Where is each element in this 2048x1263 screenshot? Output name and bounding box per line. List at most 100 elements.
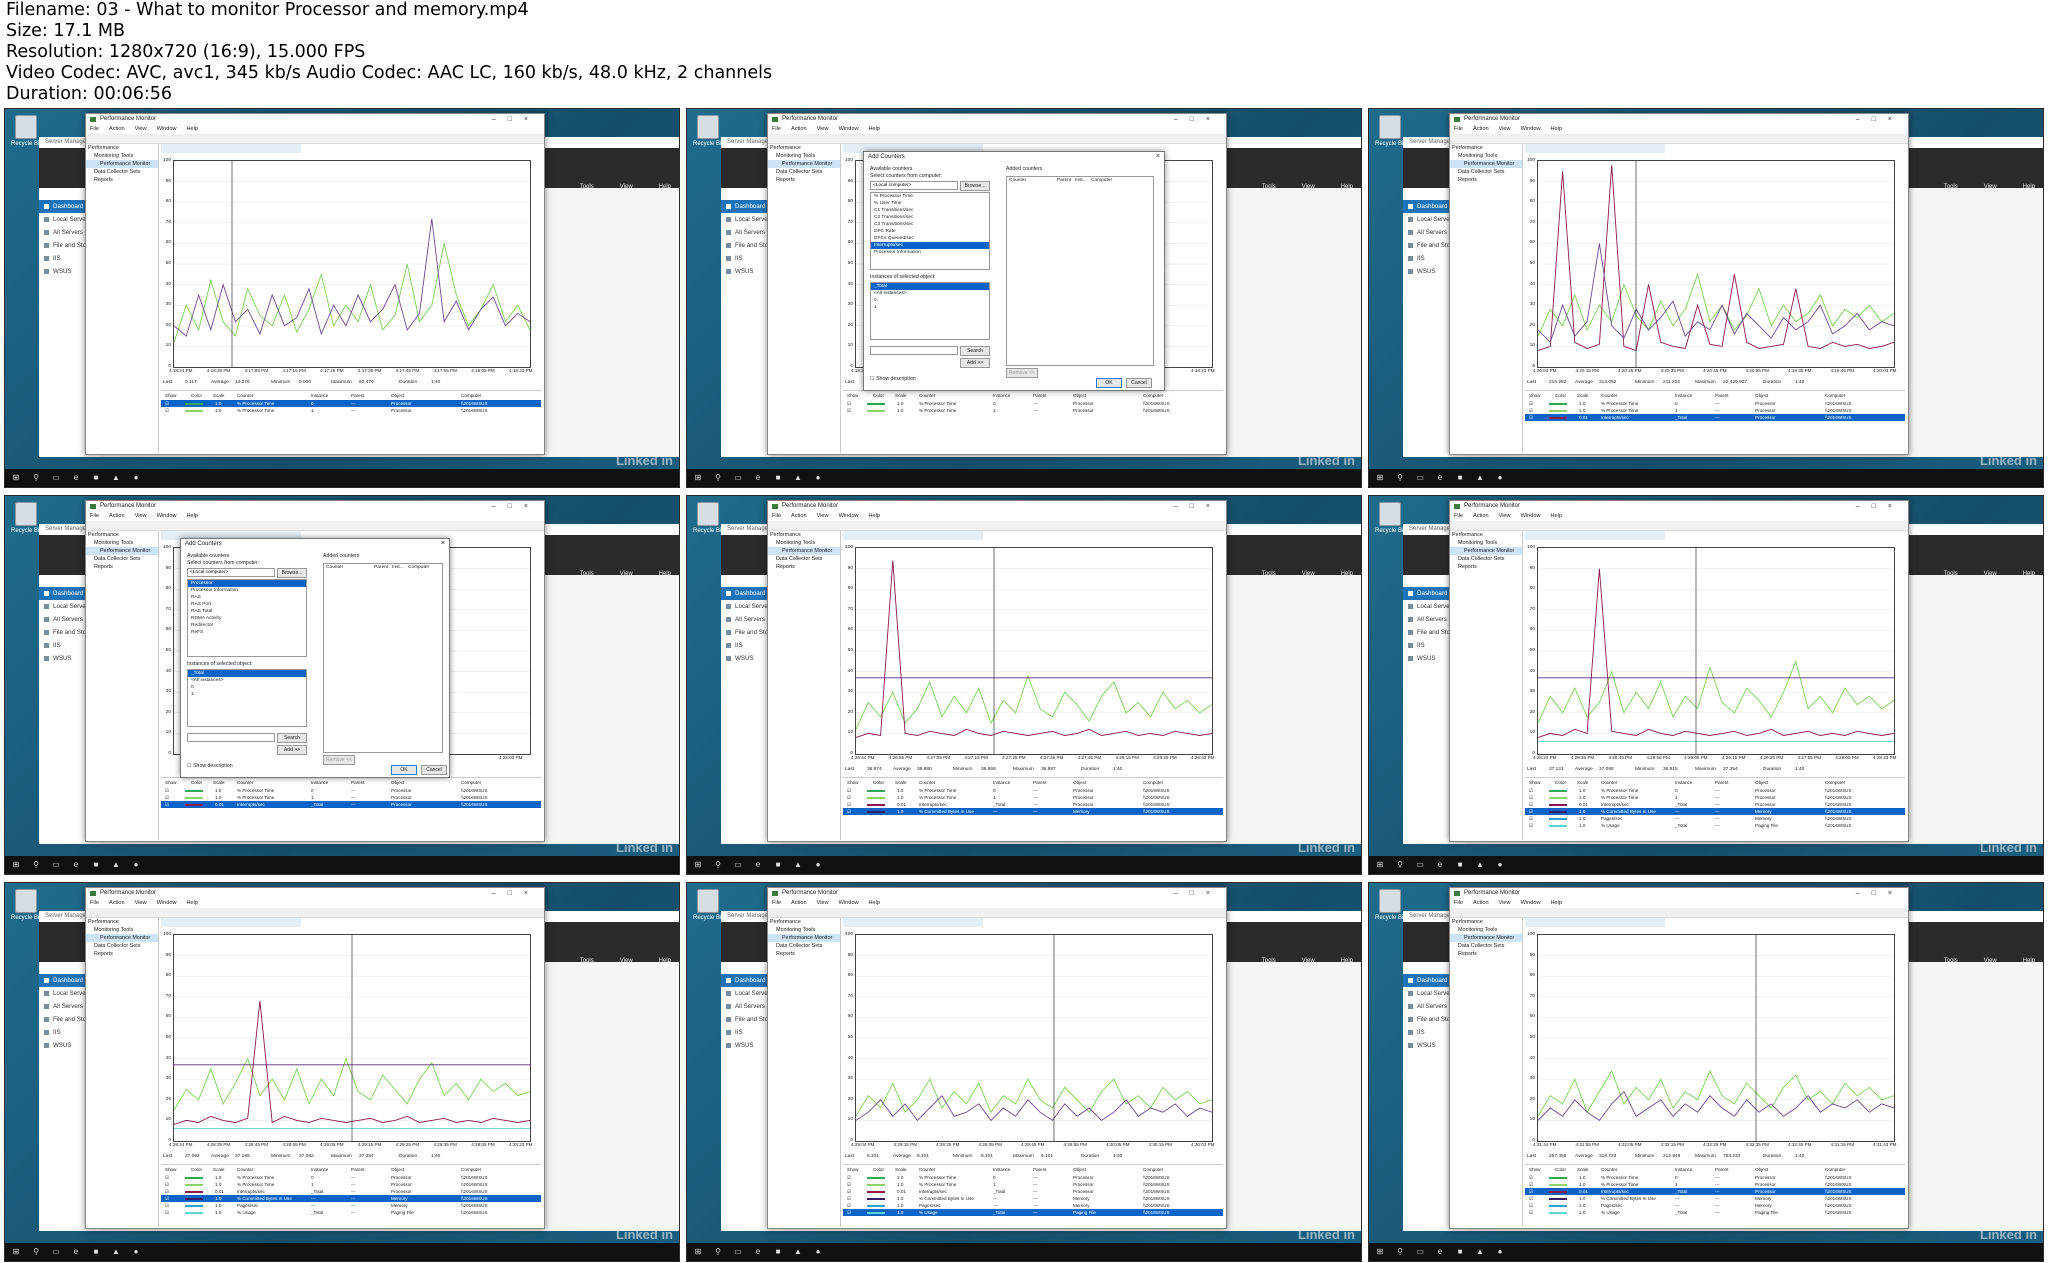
tree-item[interactable]: Reports (1458, 564, 1477, 570)
add-button[interactable]: Add >> (960, 358, 990, 368)
column-header[interactable]: Show (165, 1167, 177, 1172)
table-row[interactable]: ☑ 1.0 % Processor Time 1 --- Processor \\2016W… (1525, 407, 1905, 414)
added-column-header[interactable]: Computer (1091, 178, 1113, 183)
perfmon-icon[interactable]: ● (133, 860, 139, 869)
column-header[interactable]: Parent (1715, 1167, 1729, 1172)
show-checkbox[interactable]: ☑ (165, 788, 170, 793)
column-header[interactable]: Show (1529, 780, 1541, 785)
table-row[interactable]: ☑ 1.0 % Usage _Total --- Paging File \\2016WSU… (1525, 822, 1905, 829)
window-controls[interactable]: –□× (491, 116, 540, 123)
explorer-icon[interactable]: ■ (93, 860, 99, 869)
table-row[interactable]: ☑ 1.0 % Committed Bytes In Use --- --- Memory… (843, 808, 1223, 815)
instances-list[interactable]: _Total <All instances> 0 1 (870, 282, 990, 340)
show-checkbox[interactable]: ☑ (1529, 802, 1534, 807)
column-header[interactable]: Computer (461, 1167, 482, 1172)
tree-item[interactable]: Performance Monitor (86, 547, 158, 555)
show-checkbox[interactable]: ☑ (1529, 809, 1534, 814)
close-icon[interactable]: × (440, 540, 445, 547)
nav-item[interactable]: All Servers (721, 226, 783, 239)
table-row[interactable]: ☑ 1.0 % Processor Time 0 --- Processor \\2016W… (161, 787, 541, 794)
show-checkbox[interactable]: ☑ (165, 1210, 170, 1215)
table-row[interactable]: ☑ 0.01 Interrupts/sec _Total --- Processor \\2… (843, 801, 1223, 808)
column-header[interactable]: Object (1073, 780, 1087, 785)
nav-item[interactable]: File and Storag (39, 1013, 101, 1026)
server-manager-menu-item[interactable]: Help (658, 571, 671, 577)
server-manager-icon[interactable]: ▲ (112, 860, 120, 869)
show-checkbox[interactable]: ☑ (847, 401, 852, 406)
table-row[interactable]: ☑ 1.0 % Processor Time 1 --- Processor \\2016W… (843, 1181, 1223, 1188)
menu-item[interactable]: Help (868, 513, 881, 519)
table-row[interactable]: ☑ 1.0 % Usage _Total --- Paging File \\2016WSU… (843, 1209, 1223, 1216)
search-icon[interactable]: ⚲ (33, 860, 39, 869)
recycle-bin[interactable]: Recycle Bin (1375, 115, 1407, 155)
server-manager-menu-item[interactable]: Tools (1261, 958, 1276, 964)
perfmon-icon[interactable]: ● (815, 473, 821, 482)
menu-item[interactable]: Action (791, 900, 807, 906)
table-row[interactable]: ☑ 1.0 Pages/sec --- --- Memory \\2016WSUS (843, 1202, 1223, 1209)
column-header[interactable]: Color (191, 393, 202, 398)
column-header[interactable]: Object (391, 1167, 405, 1172)
ok-button[interactable]: OK (1096, 378, 1122, 388)
nav-item[interactable]: IIS (39, 639, 101, 652)
server-manager-menu-item[interactable]: Help (1340, 184, 1353, 190)
server-manager-menu-item[interactable]: Tools (1943, 184, 1958, 190)
start-icon[interactable]: ⊞ (694, 1247, 702, 1256)
table-row[interactable]: ☑ 0.01 Interrupts/sec _Total --- Processor \\2… (1525, 801, 1905, 808)
menu-item[interactable]: Window (156, 900, 177, 906)
task-view-icon[interactable]: ▭ (734, 1247, 742, 1256)
menu-item[interactable]: View (1498, 513, 1511, 519)
column-header[interactable]: Instance (993, 780, 1011, 785)
recycle-bin[interactable]: Recycle Bin (1375, 502, 1407, 542)
column-header[interactable]: Color (191, 780, 202, 785)
show-checkbox[interactable]: ☑ (847, 788, 852, 793)
graph-toolbar[interactable] (1525, 918, 1665, 927)
tree-item[interactable]: Reports (776, 564, 795, 570)
column-header[interactable]: Computer (1825, 1167, 1846, 1172)
nav-item[interactable]: WSUS (721, 1039, 783, 1052)
show-checkbox[interactable]: ☑ (165, 1196, 170, 1201)
search-icon[interactable]: ⚲ (33, 1247, 39, 1256)
tree-item[interactable]: Performance (770, 145, 801, 151)
show-checkbox[interactable]: ☑ (847, 1189, 852, 1194)
column-header[interactable]: Counter (237, 780, 254, 785)
task-view-icon[interactable]: ▭ (52, 1247, 60, 1256)
tree-item[interactable]: Reports (94, 564, 113, 570)
instance-item[interactable]: _Total (188, 670, 306, 677)
show-checkbox[interactable]: ☑ (847, 809, 852, 814)
added-column-header[interactable]: Inst... (1075, 178, 1087, 183)
edge-icon[interactable]: e (1437, 1247, 1443, 1256)
column-header[interactable]: Instance (993, 1167, 1011, 1172)
edge-icon[interactable]: e (1437, 473, 1443, 482)
browse-button[interactable]: Browse... (960, 181, 990, 191)
show-checkbox[interactable]: ☑ (847, 1196, 852, 1201)
column-header[interactable]: Instance (1675, 393, 1693, 398)
nav-item[interactable]: Local Server (39, 600, 101, 613)
tree-item[interactable]: Performance Monitor (86, 934, 158, 942)
table-row[interactable]: ☑ 1.0 % Usage _Total --- Paging File \\2016WSU… (161, 1209, 541, 1216)
show-checkbox[interactable]: ☑ (1529, 1189, 1534, 1194)
column-header[interactable]: Parent (351, 780, 365, 785)
nav-item[interactable]: All Servers (39, 226, 101, 239)
tree-item[interactable]: Performance Monitor (768, 160, 840, 168)
show-checkbox[interactable]: ☑ (165, 795, 170, 800)
nav-item[interactable]: IIS (721, 252, 783, 265)
show-checkbox[interactable]: ☑ (1529, 408, 1534, 413)
toolbar[interactable] (86, 908, 544, 918)
tree-item[interactable]: Monitoring Tools (776, 927, 816, 933)
search-icon[interactable]: ⚲ (33, 473, 39, 482)
task-view-icon[interactable]: ▭ (1416, 473, 1424, 482)
table-row[interactable]: ☑ 0.01 Interrupts/sec _Total --- Processor \\2… (1525, 1188, 1905, 1195)
column-header[interactable]: Scale (213, 393, 225, 398)
nav-item[interactable]: IIS (39, 1026, 101, 1039)
menu-item[interactable]: File (772, 126, 782, 132)
nav-item[interactable]: All Servers (1403, 613, 1465, 626)
column-header[interactable]: Counter (1601, 780, 1618, 785)
table-row[interactable]: ☑ 1.0 % Processor Time 1 --- Processor \\2016W… (161, 794, 541, 801)
recycle-bin[interactable]: Recycle Bin (1375, 889, 1407, 929)
task-view-icon[interactable]: ▭ (1416, 860, 1424, 869)
column-header[interactable]: Counter (919, 393, 936, 398)
perfmon-icon[interactable]: ● (815, 860, 821, 869)
menu-item[interactable]: Window (838, 126, 859, 132)
nav-item[interactable]: IIS (39, 252, 101, 265)
column-header[interactable]: Show (1529, 393, 1541, 398)
